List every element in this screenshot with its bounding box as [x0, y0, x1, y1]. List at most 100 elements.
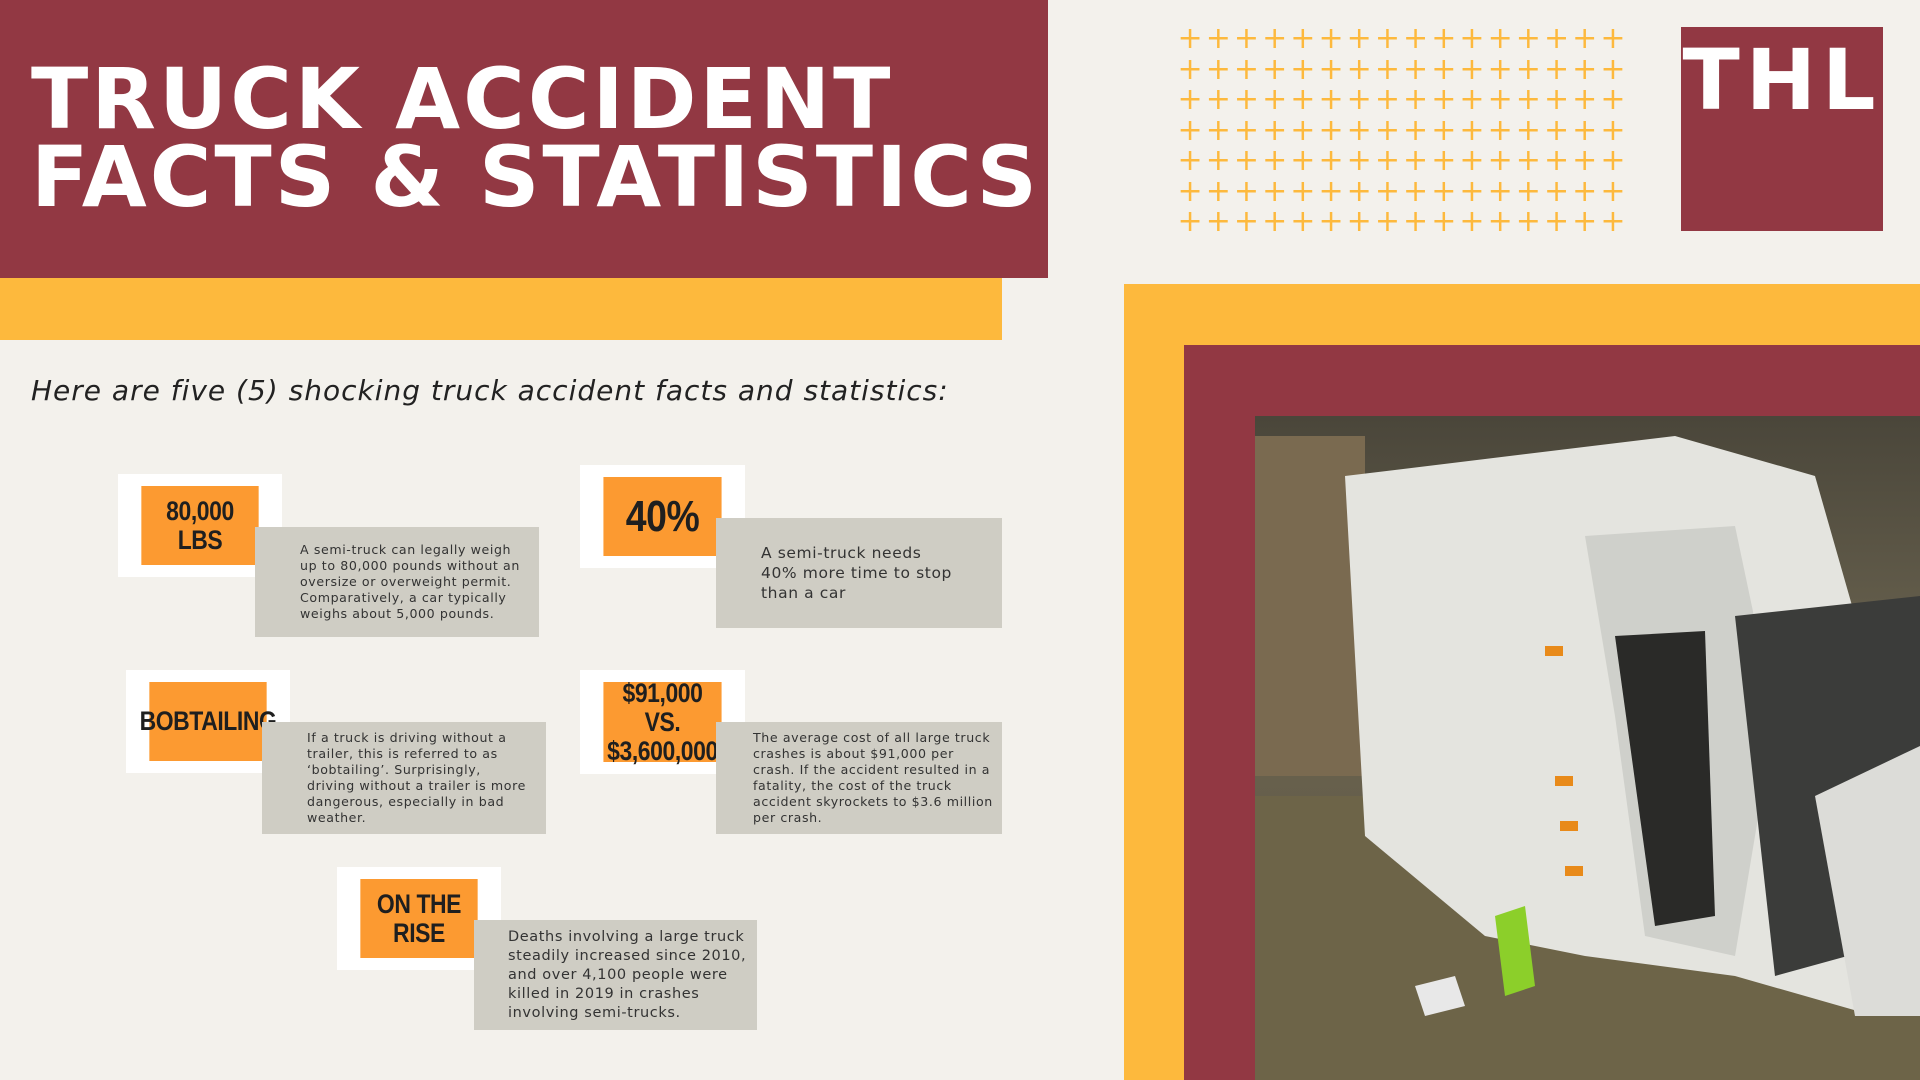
- plus-icon: +: [1318, 82, 1344, 117]
- plus-icon: +: [1487, 143, 1513, 178]
- plus-icon: +: [1600, 51, 1626, 87]
- plus-icon: +: [1403, 112, 1429, 148]
- yellow-accent-bar: [0, 278, 1002, 340]
- plus-icon: +: [1515, 112, 1541, 148]
- fact-description: A semi-truck needs 40% more time to stop…: [716, 518, 1002, 628]
- plus-icon: +: [1374, 112, 1400, 148]
- plus-icon: +: [1600, 204, 1626, 239]
- plus-icon: +: [1290, 173, 1316, 209]
- plus-icon: +: [1233, 82, 1260, 117]
- plus-icon: +: [1515, 143, 1541, 178]
- plus-icon: +: [1403, 204, 1429, 239]
- plus-icon: +: [1459, 21, 1485, 56]
- fact-description: If a truck is driving without a trailer,…: [262, 722, 546, 834]
- plus-icon: +: [1318, 112, 1344, 148]
- plus-icon: +: [1205, 143, 1231, 178]
- plus-icon: +: [1431, 51, 1457, 87]
- fact-label: $91,000 VS. $3,600,000: [603, 678, 722, 765]
- plus-icon: +: [1233, 204, 1260, 239]
- logo: THL: [1681, 27, 1883, 231]
- plus-icon: +: [1205, 82, 1231, 117]
- plus-icon: +: [1346, 204, 1372, 239]
- fact-description: Deaths involving a large truck steadily …: [474, 920, 757, 1030]
- fact-text: The average cost of all large truck cras…: [753, 730, 993, 825]
- plus-icon: +: [1177, 143, 1203, 178]
- plus-icon: +: [1290, 21, 1316, 56]
- plus-icon: +: [1262, 51, 1288, 87]
- plus-icon: +: [1318, 143, 1344, 178]
- plus-icon: +: [1572, 21, 1598, 56]
- plus-icon: +: [1205, 204, 1231, 239]
- plus-icon: +: [1233, 51, 1260, 87]
- plus-icon: +: [1262, 21, 1288, 56]
- fact-text: Deaths involving a large truck steadily …: [508, 928, 747, 1021]
- plus-icon: +: [1431, 173, 1457, 209]
- plus-icon: +: [1403, 143, 1429, 178]
- plus-icon: +: [1515, 51, 1541, 87]
- plus-icon: +: [1543, 82, 1570, 117]
- plus-icon: +: [1600, 112, 1626, 148]
- plus-icon: +: [1374, 82, 1400, 117]
- plus-icon: +: [1487, 21, 1513, 56]
- fact-label: 40%: [603, 477, 722, 556]
- plus-icon: +: [1233, 143, 1260, 178]
- plus-icon: +: [1543, 21, 1570, 56]
- plus-icon: +: [1600, 143, 1626, 178]
- plus-icon: +: [1600, 82, 1626, 117]
- plus-icon: +: [1515, 204, 1541, 239]
- plus-icon: +: [1177, 82, 1203, 117]
- fact-label-card: ON THE RISE: [337, 867, 501, 970]
- plus-icon: +: [1262, 204, 1288, 239]
- plus-icon: +: [1290, 82, 1316, 117]
- plus-icon: +: [1459, 143, 1485, 178]
- subtitle: Here are five (5) shocking truck acciden…: [31, 374, 949, 407]
- plus-icon: +: [1346, 173, 1372, 209]
- fact-description: The average cost of all large truck cras…: [716, 722, 1002, 834]
- plus-icon: +: [1600, 21, 1626, 56]
- plus-icon: +: [1346, 51, 1372, 87]
- plus-icon: +: [1572, 112, 1598, 148]
- plus-icon: +: [1431, 21, 1457, 56]
- plus-icon: +: [1374, 204, 1400, 239]
- plus-icon: +: [1487, 112, 1513, 148]
- plus-icon: +: [1572, 143, 1598, 178]
- plus-icon: +: [1205, 112, 1231, 148]
- fact-text: A semi-truck can legally weigh up to 80,…: [300, 542, 520, 621]
- plus-icon: +: [1431, 112, 1457, 148]
- plus-icon: +: [1262, 82, 1288, 117]
- fact-label: BOBTAILING: [140, 682, 277, 761]
- fact-text: If a truck is driving without a trailer,…: [307, 730, 526, 825]
- plus-icon: +: [1177, 21, 1203, 56]
- plus-icon: +: [1346, 82, 1372, 117]
- plus-icon: +: [1459, 82, 1485, 117]
- plus-icon: +: [1374, 51, 1400, 87]
- plus-icon: +: [1403, 51, 1429, 87]
- plus-icon: +: [1177, 51, 1203, 87]
- plus-icon: +: [1262, 173, 1288, 209]
- plus-icon: +: [1459, 173, 1485, 209]
- plus-icon: +: [1543, 143, 1570, 178]
- plus-icon: +: [1233, 173, 1260, 209]
- plus-icon: +: [1572, 51, 1598, 87]
- plus-icon: +: [1290, 51, 1316, 87]
- plus-icon: +: [1262, 112, 1288, 148]
- plus-icon: +: [1346, 21, 1372, 56]
- plus-icon: +: [1600, 173, 1626, 209]
- plus-icon: +: [1431, 143, 1457, 178]
- plus-icon: +: [1572, 173, 1598, 209]
- plus-icon: +: [1177, 173, 1203, 209]
- plus-icon: +: [1403, 82, 1429, 117]
- plus-icon: +: [1459, 112, 1485, 148]
- page-title: TRUCK ACCIDENT FACTS & STATISTICS: [31, 50, 1041, 226]
- plus-icon: +: [1487, 82, 1513, 117]
- fact-label-card: 40%: [580, 465, 745, 568]
- plus-icon: +: [1290, 143, 1316, 178]
- plus-icon: +: [1515, 21, 1541, 56]
- plus-icon: +: [1374, 21, 1400, 56]
- fact-description: A semi-truck can legally weigh up to 80,…: [255, 527, 539, 637]
- plus-icon: +: [1177, 204, 1203, 239]
- fact-label-card: 80,000 LBS: [118, 474, 282, 577]
- plus-icon: +: [1572, 204, 1598, 239]
- fact-text: A semi-truck needs 40% more time to stop…: [761, 544, 952, 602]
- plus-icon: +: [1233, 21, 1260, 56]
